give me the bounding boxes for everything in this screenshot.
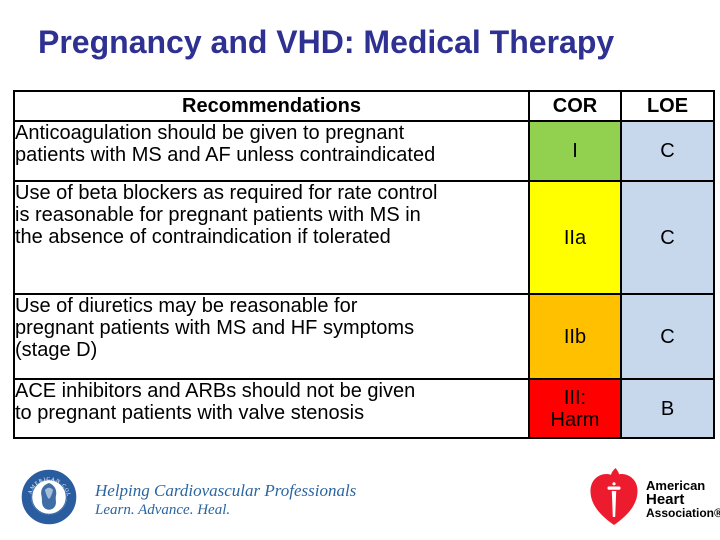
aha-word-heart: Heart bbox=[646, 491, 685, 508]
acc-tagline-line1: Helping Cardiovascular Professionals bbox=[95, 481, 357, 500]
slide-title: Pregnancy and VHD: Medical Therapy bbox=[38, 24, 615, 60]
recommendation-text: Anticoagulation should be given to pregn… bbox=[13, 120, 530, 182]
recommendations-table: Recommendations COR LOE Anticoagulation … bbox=[13, 90, 715, 439]
loe-value: C bbox=[620, 293, 715, 380]
recommendation-text: ACE inhibitors and ARBs should not be gi… bbox=[13, 378, 530, 439]
aha-word-association: Association® bbox=[646, 506, 720, 520]
loe-value: C bbox=[620, 120, 715, 182]
cor-value: III: Harm bbox=[528, 378, 622, 439]
header-recommendations: Recommendations bbox=[13, 90, 530, 122]
header-cor: COR bbox=[528, 90, 622, 122]
aha-wordmark: American Heart Association® bbox=[646, 479, 720, 520]
loe-value: B bbox=[620, 378, 715, 439]
recommendation-text: Use of diuretics may be reasonable for p… bbox=[13, 293, 530, 380]
acc-tagline: Helping Cardiovascular Professionals Lea… bbox=[95, 481, 356, 519]
table-row: Use of beta blockers as required for rat… bbox=[13, 180, 715, 295]
table-row: Anticoagulation should be given to pregn… bbox=[13, 120, 715, 182]
header-loe: LOE bbox=[620, 90, 715, 122]
table-row: Use of diuretics may be reasonable for p… bbox=[13, 293, 715, 380]
slide-footer: AMERICAN COLLEGE CARDIOLOGY Helping Card… bbox=[0, 455, 720, 540]
aha-heart-torch-icon bbox=[588, 467, 640, 532]
cor-value: IIa bbox=[528, 180, 622, 295]
aha-word-american: American bbox=[646, 478, 706, 493]
loe-value: C bbox=[620, 180, 715, 295]
table-row: ACE inhibitors and ARBs should not be gi… bbox=[13, 378, 715, 439]
cor-value: IIb bbox=[528, 293, 622, 380]
recommendation-text: Use of beta blockers as required for rat… bbox=[13, 180, 530, 295]
cor-value: I bbox=[528, 120, 622, 182]
acc-seal-icon: AMERICAN COLLEGE CARDIOLOGY bbox=[19, 464, 77, 531]
acc-tagline-line2: Learn. Advance. Heal. bbox=[95, 502, 231, 518]
table-header-row: Recommendations COR LOE bbox=[13, 90, 715, 122]
